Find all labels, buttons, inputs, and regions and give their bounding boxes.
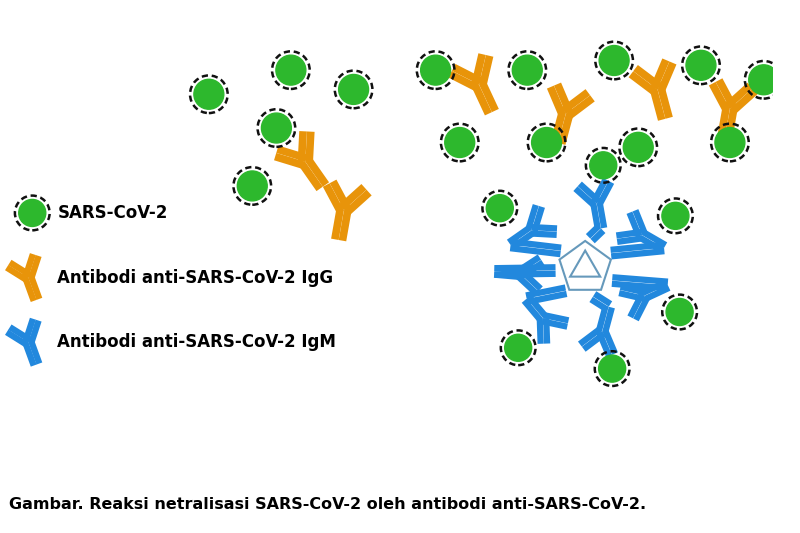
Text: Antibodi anti-SARS-CoV-2 IgG: Antibodi anti-SARS-CoV-2 IgG	[58, 269, 334, 287]
Circle shape	[666, 298, 693, 326]
Circle shape	[505, 334, 532, 361]
Circle shape	[590, 152, 617, 179]
Circle shape	[623, 132, 653, 162]
Circle shape	[421, 55, 450, 85]
Circle shape	[262, 113, 291, 143]
Circle shape	[194, 79, 224, 109]
Circle shape	[276, 55, 306, 85]
Circle shape	[238, 171, 267, 201]
Circle shape	[686, 50, 716, 80]
Circle shape	[445, 127, 474, 157]
Text: Antibodi anti-SARS-CoV-2 IgM: Antibodi anti-SARS-CoV-2 IgM	[58, 333, 336, 351]
Circle shape	[662, 203, 689, 229]
Circle shape	[486, 195, 514, 222]
Circle shape	[599, 45, 629, 76]
Text: Gambar. Reaksi netralisasi SARS-CoV-2 oleh antibodi anti-SARS-CoV-2.: Gambar. Reaksi netralisasi SARS-CoV-2 ol…	[9, 497, 646, 512]
Circle shape	[18, 199, 46, 227]
Circle shape	[338, 75, 369, 104]
Circle shape	[749, 65, 778, 95]
Circle shape	[512, 55, 542, 85]
Circle shape	[532, 127, 562, 157]
Text: SARS-CoV-2: SARS-CoV-2	[58, 204, 168, 222]
Circle shape	[598, 355, 626, 382]
Circle shape	[715, 127, 745, 157]
